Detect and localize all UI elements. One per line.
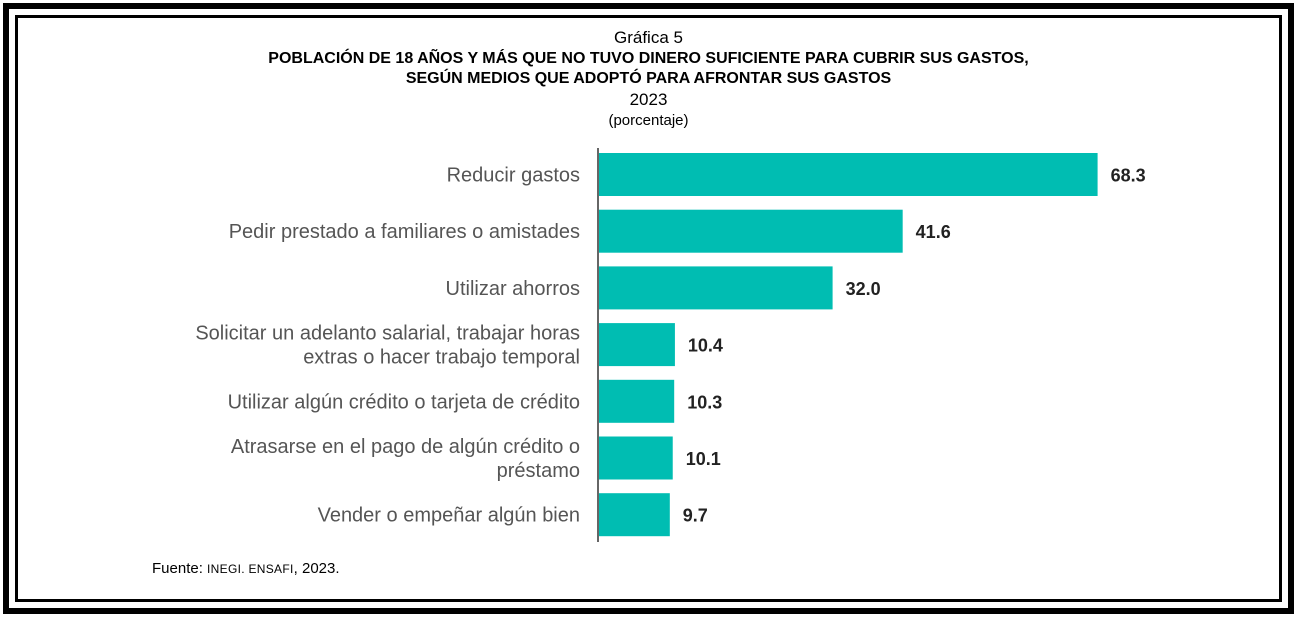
category-label-5-line-1: préstamo bbox=[497, 460, 580, 482]
value-label-4: 10.3 bbox=[687, 392, 722, 412]
chart-title-line-1: POBLACIÓN DE 18 AÑOS Y MÁS QUE NO TUVO D… bbox=[268, 50, 1029, 67]
category-label-3-line-0: Solicitar un adelanto salarial, trabajar… bbox=[195, 323, 580, 345]
source-suffix: , 2023. bbox=[293, 560, 340, 577]
chart-label: Gráfica 5 bbox=[614, 28, 683, 47]
category-label-0: Reducir gastos bbox=[447, 165, 580, 187]
category-label-4: Utilizar algún crédito o tarjeta de créd… bbox=[228, 391, 580, 413]
inner-frame bbox=[15, 15, 1282, 602]
source-prefix: Fuente: bbox=[152, 560, 208, 577]
value-label-2: 32.0 bbox=[846, 279, 881, 299]
chart-title-line-2: SEGÚN MEDIOS QUE ADOPTÓ PARA AFRONTAR SU… bbox=[405, 70, 892, 87]
chart-year: 2023 bbox=[629, 90, 668, 109]
bar-1 bbox=[599, 209, 903, 253]
bar-3 bbox=[599, 323, 675, 367]
category-label-6: Vender o empeñar algún bien bbox=[318, 505, 580, 527]
category-label-3-line-1: extras o hacer trabajo temporal bbox=[303, 347, 580, 369]
value-label-6: 9.7 bbox=[683, 506, 708, 526]
source-org: INEGI. ENSAFI bbox=[207, 562, 294, 576]
bar-0 bbox=[599, 153, 1098, 196]
chart-title: POBLACIÓN DE 18 AÑOS Y MÁS QUE NO TUVO D… bbox=[0, 49, 1297, 89]
bar-2 bbox=[599, 266, 833, 310]
category-label-5-line-0: Atrasarse en el pago de algún crédito o bbox=[231, 436, 580, 458]
source-note: Fuente: INEGI. ENSAFI, 2023. bbox=[152, 560, 340, 577]
category-label-2: Utilizar ahorros bbox=[446, 278, 580, 300]
value-label-3: 10.4 bbox=[688, 336, 723, 356]
value-label-1: 41.6 bbox=[916, 222, 951, 242]
bar-6 bbox=[599, 493, 670, 537]
bar-5 bbox=[599, 436, 673, 480]
chart-unit: (porcentaje) bbox=[608, 112, 689, 129]
category-label-1: Pedir prestado a familiares o amistades bbox=[229, 221, 580, 243]
value-label-5: 10.1 bbox=[686, 449, 721, 469]
outer-frame bbox=[3, 3, 1294, 614]
bar-4 bbox=[599, 379, 675, 423]
value-label-0: 68.3 bbox=[1111, 166, 1146, 186]
